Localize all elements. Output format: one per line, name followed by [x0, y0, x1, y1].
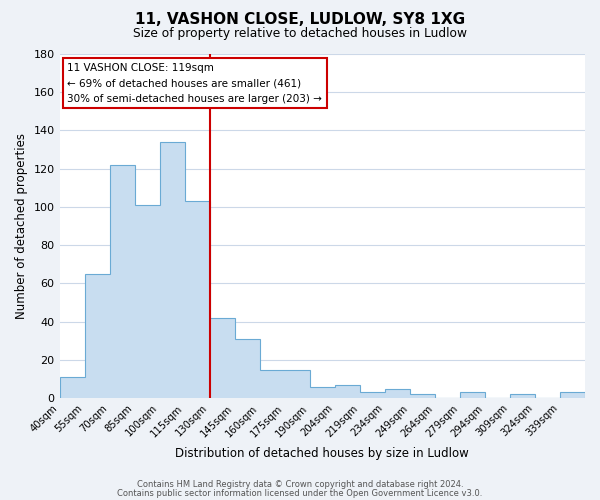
Text: 11, VASHON CLOSE, LUDLOW, SY8 1XG: 11, VASHON CLOSE, LUDLOW, SY8 1XG: [135, 12, 465, 28]
Text: 11 VASHON CLOSE: 119sqm
← 69% of detached houses are smaller (461)
30% of semi-d: 11 VASHON CLOSE: 119sqm ← 69% of detache…: [67, 62, 322, 104]
Text: Contains public sector information licensed under the Open Government Licence v3: Contains public sector information licen…: [118, 488, 482, 498]
Text: Size of property relative to detached houses in Ludlow: Size of property relative to detached ho…: [133, 28, 467, 40]
Text: Contains HM Land Registry data © Crown copyright and database right 2024.: Contains HM Land Registry data © Crown c…: [137, 480, 463, 489]
Y-axis label: Number of detached properties: Number of detached properties: [15, 133, 28, 319]
X-axis label: Distribution of detached houses by size in Ludlow: Distribution of detached houses by size …: [175, 447, 469, 460]
